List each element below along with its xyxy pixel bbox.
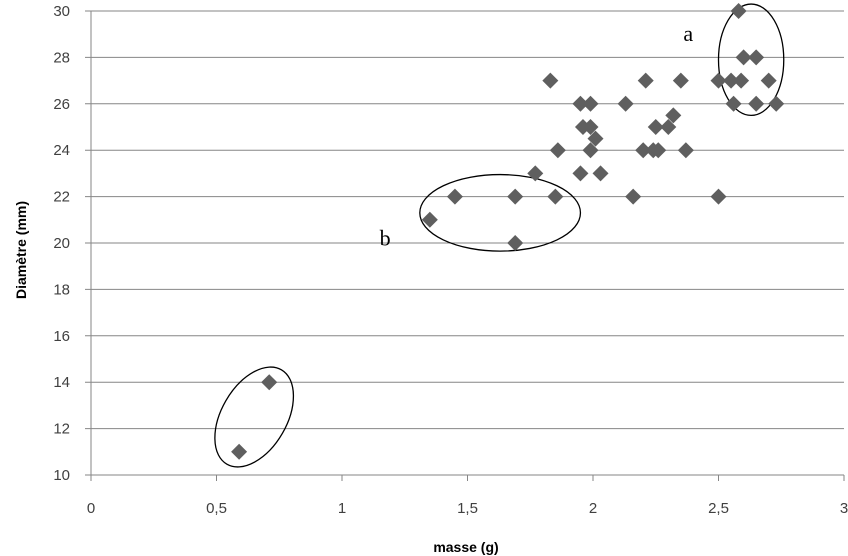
data-point bbox=[617, 95, 634, 112]
x-tick-label: 1 bbox=[338, 500, 346, 517]
data-point bbox=[710, 72, 727, 89]
data-point bbox=[768, 95, 785, 112]
y-tick-label: 26 bbox=[53, 96, 70, 113]
data-point bbox=[421, 211, 438, 228]
data-point bbox=[735, 49, 752, 66]
data-point bbox=[592, 165, 609, 182]
data-point bbox=[507, 188, 524, 205]
data-point bbox=[572, 165, 589, 182]
data-point bbox=[231, 443, 248, 460]
data-point bbox=[261, 374, 278, 391]
data-point bbox=[527, 165, 544, 182]
y-tick-label: 10 bbox=[53, 467, 70, 484]
y-tick-label: 16 bbox=[53, 328, 70, 345]
data-point bbox=[672, 72, 689, 89]
annotation-labels: ab bbox=[380, 21, 694, 250]
data-point bbox=[647, 119, 664, 135]
y-tick-label: 24 bbox=[53, 142, 70, 159]
data-point bbox=[665, 107, 682, 124]
cluster-ellipse bbox=[419, 173, 582, 252]
gridlines bbox=[85, 10, 844, 476]
y-axis-title: Diamètre (mm) bbox=[13, 201, 29, 299]
data-point bbox=[446, 188, 463, 205]
data-point bbox=[542, 72, 559, 89]
y-tick-label: 12 bbox=[53, 421, 70, 438]
y-tick-label: 20 bbox=[53, 235, 70, 252]
y-tick-label: 18 bbox=[53, 281, 70, 298]
cluster-ellipses bbox=[214, 3, 785, 468]
data-point bbox=[760, 72, 777, 89]
data-point bbox=[625, 188, 642, 205]
x-tick-label: 2,5 bbox=[708, 500, 729, 517]
data-points bbox=[231, 3, 785, 460]
data-point bbox=[725, 95, 742, 112]
data-point bbox=[723, 72, 740, 89]
y-tick-label: 14 bbox=[53, 374, 70, 391]
cluster-ellipse bbox=[717, 3, 785, 117]
y-tick-labels: 10 12 14 16 18 20 22 24 26 28 30 bbox=[53, 3, 70, 484]
y-tick-label: 22 bbox=[53, 189, 70, 206]
data-point bbox=[635, 142, 652, 159]
data-point bbox=[547, 188, 564, 205]
y-tick-label: 28 bbox=[53, 49, 70, 66]
data-point bbox=[660, 119, 677, 135]
x-tick-label: 1,5 bbox=[457, 500, 478, 517]
axes bbox=[90, 11, 845, 481]
data-point bbox=[677, 142, 694, 159]
x-tick-label: 0 bbox=[87, 500, 95, 517]
data-point bbox=[748, 95, 765, 112]
data-point bbox=[748, 49, 765, 66]
data-point bbox=[582, 95, 599, 112]
annotation-label: b bbox=[380, 225, 391, 250]
data-point bbox=[710, 188, 727, 205]
annotation-label: a bbox=[683, 21, 693, 46]
y-tick-label: 30 bbox=[53, 3, 70, 20]
x-axis-title: masse (g) bbox=[433, 539, 498, 555]
data-point bbox=[582, 119, 599, 135]
x-tick-label: 2 bbox=[589, 500, 597, 517]
cluster-ellipse bbox=[214, 366, 295, 468]
x-tick-label: 0,5 bbox=[206, 500, 227, 517]
data-point bbox=[587, 130, 604, 147]
data-point bbox=[733, 72, 750, 89]
data-point bbox=[730, 3, 747, 19]
data-point bbox=[572, 95, 589, 112]
data-point bbox=[582, 142, 599, 159]
data-point bbox=[549, 142, 566, 159]
data-point bbox=[650, 142, 667, 159]
data-point bbox=[637, 72, 654, 89]
x-tick-labels: 0 0,5 1 1,5 2 2,5 3 bbox=[87, 500, 848, 517]
data-point bbox=[507, 235, 524, 251]
x-tick-label: 3 bbox=[840, 500, 848, 517]
